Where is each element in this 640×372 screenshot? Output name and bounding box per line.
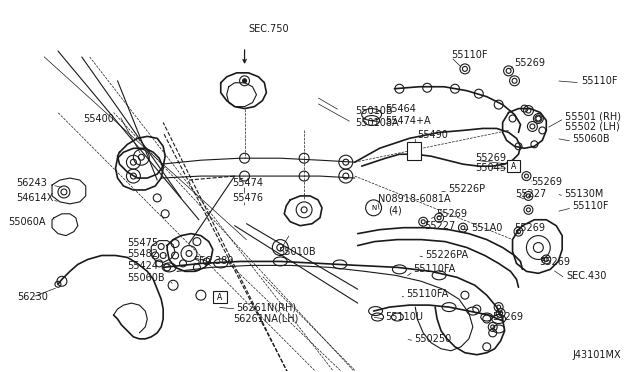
Text: SEC.430: SEC.430	[566, 271, 607, 281]
Text: 55110FA: 55110FA	[413, 264, 456, 275]
Text: 55227: 55227	[516, 189, 547, 199]
Text: 55010B: 55010B	[355, 106, 392, 116]
Text: 55227: 55227	[424, 221, 456, 231]
Text: 55269: 55269	[540, 257, 570, 267]
Text: 55010B: 55010B	[278, 247, 316, 257]
Bar	[507, 160, 520, 172]
Text: 56261N(RH): 56261N(RH)	[237, 302, 297, 312]
Text: 55482: 55482	[127, 250, 159, 260]
Text: 550250: 550250	[414, 334, 452, 344]
Text: 55269: 55269	[515, 58, 545, 68]
Text: 55110F: 55110F	[451, 50, 488, 60]
Text: 55269: 55269	[515, 223, 545, 233]
Text: 55060B: 55060B	[572, 134, 610, 144]
Text: 54614X: 54614X	[16, 193, 54, 203]
Text: 55476: 55476	[233, 193, 264, 203]
Text: 55110FA: 55110FA	[406, 289, 449, 299]
Text: 55110F: 55110F	[581, 76, 618, 86]
Text: 55490: 55490	[417, 130, 448, 140]
Text: 55502 (LH): 55502 (LH)	[565, 121, 620, 131]
Text: N08918-6081A: N08918-6081A	[378, 194, 450, 204]
Text: 55269: 55269	[475, 153, 506, 163]
Text: 550108A: 550108A	[355, 118, 398, 128]
Text: 55110U: 55110U	[385, 312, 424, 322]
Text: 56230: 56230	[17, 292, 48, 302]
Text: 55464: 55464	[385, 103, 417, 113]
Text: 55474: 55474	[233, 178, 264, 188]
Text: J43101MX: J43101MX	[572, 350, 621, 360]
Text: 55269: 55269	[492, 312, 523, 322]
Text: N: N	[371, 205, 376, 211]
Text: SEC.750: SEC.750	[248, 24, 289, 34]
Text: 55501 (RH): 55501 (RH)	[565, 112, 621, 122]
Text: 55400: 55400	[84, 113, 115, 124]
Text: 55474+A: 55474+A	[385, 116, 431, 126]
Text: 55060B: 55060B	[127, 273, 165, 283]
Text: 55269: 55269	[436, 209, 467, 219]
Text: 56261NA(LH): 56261NA(LH)	[234, 314, 299, 324]
Bar	[213, 291, 227, 303]
Text: 55060A: 55060A	[8, 217, 46, 227]
Text: 55110F: 55110F	[572, 201, 609, 211]
Text: (4): (4)	[388, 206, 402, 216]
Circle shape	[243, 79, 246, 83]
Bar	[407, 142, 421, 160]
Text: 55226P: 55226P	[448, 184, 485, 194]
Text: 55130M: 55130M	[564, 189, 604, 199]
Text: A: A	[217, 293, 222, 302]
Text: 55424: 55424	[127, 262, 159, 272]
Text: 55269: 55269	[531, 177, 563, 187]
Text: A: A	[511, 162, 516, 171]
Text: 55045E: 55045E	[475, 163, 512, 173]
Text: SEC.380: SEC.380	[193, 256, 234, 266]
Text: 551A0: 551A0	[471, 223, 502, 233]
Text: 56243: 56243	[16, 178, 47, 188]
Text: 55475: 55475	[127, 238, 159, 248]
Text: 55226PA: 55226PA	[425, 250, 468, 260]
